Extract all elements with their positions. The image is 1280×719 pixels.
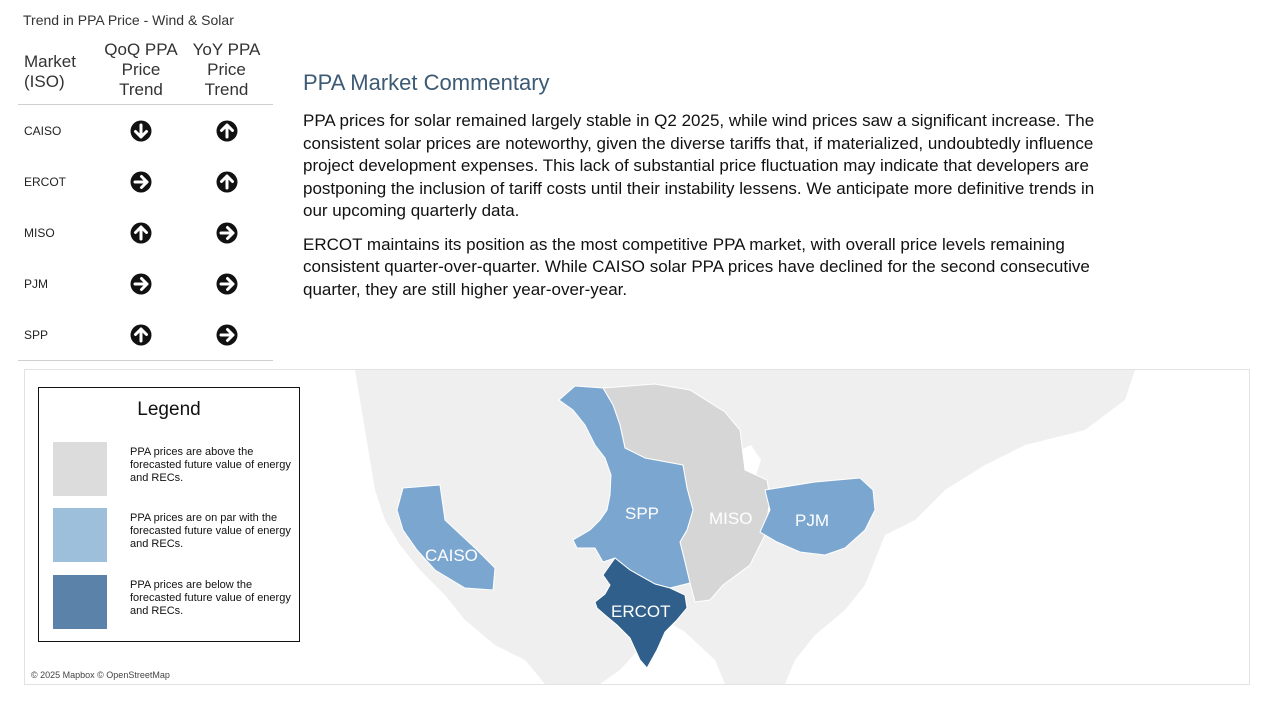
- market-name: SPP: [24, 327, 49, 342]
- arrow-right-icon: [130, 273, 152, 294]
- caiso-map-label: CAISO: [425, 546, 478, 565]
- trend-table-body: CAISO ERCOT MISO PJM SPP: [18, 105, 273, 360]
- qoq-column-header: QoQ PPA Price Trend: [104, 40, 178, 99]
- legend-title: Legend: [137, 399, 201, 420]
- commentary-title: PPA Market Commentary: [303, 70, 550, 95]
- commentary-paragraph-2: ERCOT maintains its position as the most…: [303, 234, 1090, 299]
- arrow-up-icon: [130, 324, 152, 345]
- legend-label: PPA prices are on par with the forecaste…: [130, 512, 291, 550]
- qoq-trend-cell: [98, 273, 184, 295]
- market-name: ERCOT: [24, 174, 66, 189]
- ercot-map-label: ERCOT: [611, 602, 671, 621]
- legend-swatch: [53, 575, 107, 629]
- map-canvas[interactable]: CAISO SPP MISO PJM ERCOT: [25, 370, 1249, 684]
- table-row: CAISO: [18, 105, 273, 156]
- yoy-trend-cell: [184, 273, 269, 295]
- yoy-trend-cell: [184, 120, 269, 142]
- qoq-trend-cell: [98, 120, 184, 142]
- market-name: CAISO: [24, 123, 62, 138]
- market-column-header: Market (ISO): [24, 52, 76, 91]
- table-row: ERCOT: [18, 156, 273, 207]
- yoy-column-header: YoY PPA Price Trend: [192, 40, 261, 99]
- arrow-right-icon: [216, 273, 237, 294]
- miso-map-label: MISO: [709, 509, 752, 528]
- table-row: MISO: [18, 207, 273, 258]
- legend-swatch: [53, 508, 107, 562]
- sheet-title: Trend in PPA Price - Wind & Solar: [23, 12, 234, 28]
- region-pjm[interactable]: [759, 477, 876, 556]
- region-caiso[interactable]: [396, 484, 496, 591]
- map-attribution[interactable]: © 2025 Mapbox © OpenStreetMap: [31, 670, 170, 680]
- market-name: PJM: [24, 276, 48, 291]
- region-ercot[interactable]: [594, 557, 688, 669]
- qoq-trend-cell: [98, 324, 184, 346]
- spp-map-label: SPP: [625, 504, 659, 523]
- qoq-trend-cell: [98, 171, 184, 193]
- arrow-right-icon: [216, 222, 237, 243]
- legend-item-below: PPA prices are below the forecasted futu…: [53, 575, 295, 629]
- trend-table-header: Market (ISO) QoQ PPA Price Trend YoY PPA…: [18, 40, 273, 105]
- commentary-paragraph-1: PPA prices for solar remained largely st…: [303, 111, 1095, 220]
- iso-map[interactable]: CAISO SPP MISO PJM ERCOT Legend PPA pric…: [24, 369, 1250, 685]
- legend-label: PPA prices are below the forecasted futu…: [130, 579, 291, 617]
- market-name: MISO: [24, 225, 55, 240]
- table-row: PJM: [18, 258, 273, 309]
- qoq-trend-cell: [98, 222, 184, 244]
- legend-item-on-par: PPA prices are on par with the forecaste…: [53, 508, 295, 562]
- legend-item-above: PPA prices are above the forecasted futu…: [53, 442, 295, 496]
- trend-table-divider: [18, 360, 273, 361]
- arrow-right-icon: [130, 171, 152, 192]
- arrow-up-icon: [130, 222, 152, 243]
- yoy-trend-cell: [184, 324, 269, 346]
- arrow-up-icon: [216, 171, 237, 192]
- legend-swatch: [53, 442, 107, 496]
- arrow-down-icon: [130, 120, 152, 141]
- arrow-right-icon: [216, 324, 237, 345]
- yoy-trend-cell: [184, 222, 269, 244]
- commentary-section: PPA Market Commentary PPA prices for sol…: [303, 70, 1123, 312]
- pjm-map-label: PJM: [795, 511, 829, 530]
- arrow-up-icon: [216, 120, 237, 141]
- table-row: SPP: [18, 309, 273, 360]
- map-legend: Legend PPA prices are above the forecast…: [38, 387, 300, 642]
- trend-table: Market (ISO) QoQ PPA Price Trend YoY PPA…: [18, 40, 273, 361]
- legend-label: PPA prices are above the forecasted futu…: [130, 446, 291, 484]
- yoy-trend-cell: [184, 171, 269, 193]
